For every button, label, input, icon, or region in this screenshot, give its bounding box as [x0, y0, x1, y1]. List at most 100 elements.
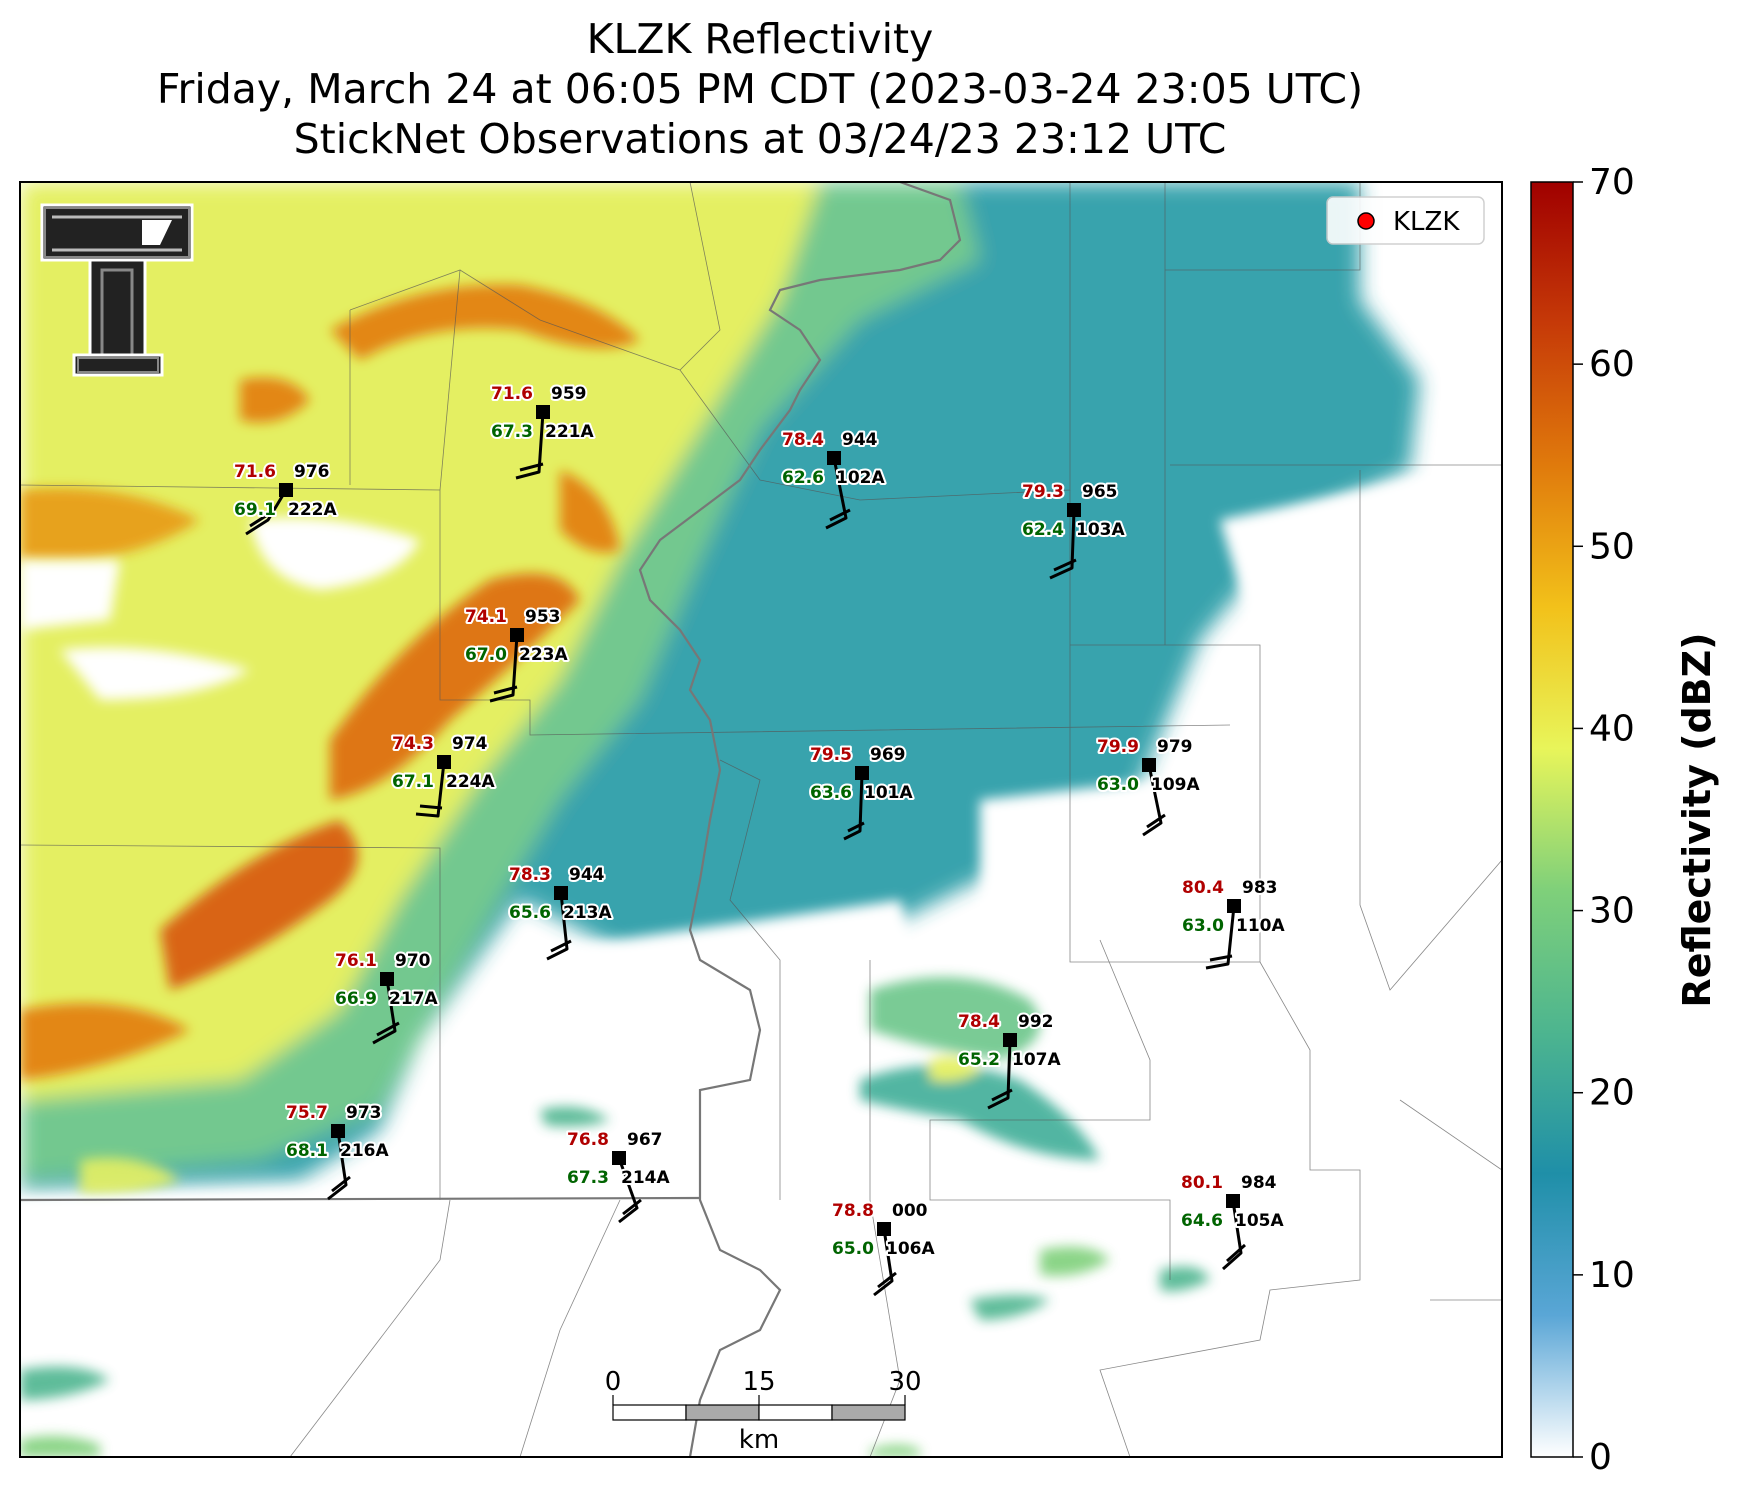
map-legend: KLZK: [1326, 196, 1485, 245]
station-dewpoint: 62.4: [1022, 520, 1064, 540]
station-temperature: 80.1: [1181, 1173, 1223, 1193]
station-temperature: 78.8: [832, 1201, 874, 1221]
station-dewpoint: 64.6: [1181, 1211, 1223, 1231]
wind-barb-icon: [873, 1228, 894, 1297]
texas-tech-logo: [40, 203, 194, 377]
station-101A: 79.5 969 63.6 101A: [808, 743, 915, 841]
station-marker-icon: [827, 451, 841, 465]
station-dewpoint: 67.0: [465, 645, 507, 665]
station-temperature: 78.4: [782, 430, 824, 450]
radar-site-marker-icon: [1357, 212, 1375, 230]
wind-barb-icon: [1205, 905, 1236, 970]
wind-barb-flag: [847, 821, 865, 833]
station-pressure: 970: [395, 951, 431, 971]
station-marker-icon: [1142, 758, 1156, 772]
station-pressure: 973: [346, 1103, 382, 1123]
map-frame: [19, 181, 1503, 1458]
station-id: 109A: [1151, 775, 1200, 795]
station-214A: 76.8 967 67.3 214A: [565, 1128, 672, 1224]
wind-barb-icon: [546, 892, 569, 961]
station-dewpoint: 69.1: [234, 500, 276, 520]
station-id: 216A: [340, 1141, 389, 1161]
station-id: 105A: [1235, 1211, 1284, 1231]
station-id: 107A: [1012, 1050, 1061, 1070]
scale-bar: 0 15 30 km: [605, 1367, 922, 1455]
wind-barb-flag: [550, 939, 572, 953]
title-line-2: Friday, March 24 at 06:05 PM CDT (2023-0…: [156, 65, 1364, 113]
colorbar-tick-label: 20: [1589, 1073, 1635, 1114]
wind-barb-flag: [376, 1021, 400, 1037]
station-221A: 71.6 959 67.3 221A: [489, 382, 596, 480]
map-title: KLZK Reflectivity Friday, March 24 at 06…: [20, 14, 1500, 164]
station-marker-icon: [331, 1124, 345, 1138]
station-id: 213A: [563, 903, 612, 923]
wind-barb-icon: [327, 1130, 348, 1201]
station-dewpoint: 65.0: [832, 1239, 874, 1259]
station-216A: 75.7 973 68.1 216A: [284, 1101, 391, 1201]
station-temperature: 78.4: [958, 1012, 1000, 1032]
station-102A: 78.4 944 62.6 102A: [780, 428, 887, 530]
station-107A: 78.4 992 65.2 107A: [956, 1010, 1063, 1110]
station-temperature: 71.6: [491, 384, 533, 404]
station-pressure: 965: [1082, 482, 1118, 502]
station-pressure: 944: [842, 430, 878, 450]
station-dewpoint: 65.6: [509, 903, 551, 923]
station-id: 221A: [545, 422, 594, 442]
station-marker-icon: [1003, 1033, 1017, 1047]
wind-barb-flag: [1146, 813, 1166, 829]
station-temperature: 79.5: [810, 745, 852, 765]
station-marker-icon: [279, 483, 293, 497]
colorbar-tick-label: 50: [1589, 526, 1635, 567]
station-224A: 74.3 974 67.1 224A: [390, 732, 497, 818]
station-marker-icon: [1067, 503, 1081, 517]
station-id: 102A: [836, 468, 885, 488]
reflectivity-field: [20, 182, 1502, 1457]
wind-barb-icon: [617, 1157, 639, 1224]
station-105A: 80.1 984 64.6 105A: [1179, 1171, 1286, 1271]
wind-barb-flag: [493, 685, 518, 695]
wind-barb-flag: [991, 1088, 1013, 1102]
colorbar-tick-label: 40: [1589, 708, 1635, 749]
station-110A: 80.4 983 63.0 110A: [1180, 876, 1287, 970]
station-213A: 78.3 944 65.6 213A: [507, 863, 614, 961]
station-pressure: 969: [870, 745, 906, 765]
wind-barb-flag: [622, 1198, 642, 1216]
station-marker-icon: [554, 886, 568, 900]
station-pressure: 959: [551, 384, 587, 404]
colorbar-tick-label: 30: [1589, 891, 1635, 932]
station-pressure: 979: [1157, 737, 1193, 757]
station-dewpoint: 63.0: [1182, 916, 1224, 936]
station-pressure: 992: [1018, 1012, 1054, 1032]
station-id: 217A: [389, 989, 438, 1009]
station-temperature: 76.8: [567, 1130, 609, 1150]
station-217A: 76.1 970 66.9 217A: [333, 949, 440, 1045]
station-pressure: 974: [452, 734, 488, 754]
station-dewpoint: 66.9: [335, 989, 377, 1009]
station-temperature: 71.6: [234, 462, 276, 482]
station-dewpoint: 63.6: [810, 783, 852, 803]
station-106A: 78.8 000 65.0 106A: [830, 1199, 937, 1297]
state-boundary: [20, 182, 962, 1457]
station-temperature: 76.1: [335, 951, 377, 971]
station-dewpoint: 65.2: [958, 1050, 1000, 1070]
wind-barb-icon: [1049, 509, 1076, 580]
wind-barb-flag: [1226, 1243, 1246, 1263]
station-temperature: 79.9: [1097, 737, 1139, 757]
station-dewpoint: 68.1: [286, 1141, 328, 1161]
station-dewpoint: 63.0: [1097, 775, 1139, 795]
sticknet-stations: 71.6 959 67.3 221A 71.6 976 69.1 222A 78.4 944 62.…: [232, 382, 1287, 1297]
station-marker-icon: [855, 766, 869, 780]
wind-barb-flag: [829, 508, 851, 522]
station-pressure: 976: [294, 462, 330, 482]
station-id: 214A: [621, 1168, 670, 1188]
colorbar-tick-label: 10: [1589, 1255, 1635, 1296]
station-id: 106A: [886, 1239, 935, 1259]
station-103A: 79.3 965 62.4 103A: [1020, 480, 1127, 580]
colorbar-tick-label: 70: [1589, 162, 1635, 203]
wind-barb-icon: [515, 411, 545, 480]
station-marker-icon: [1227, 899, 1241, 913]
station-marker-icon: [536, 405, 550, 419]
wind-barb-icon: [245, 489, 288, 536]
station-temperature: 79.3: [1022, 482, 1064, 502]
station-109A: 79.9 979 63.0 109A: [1095, 735, 1202, 837]
